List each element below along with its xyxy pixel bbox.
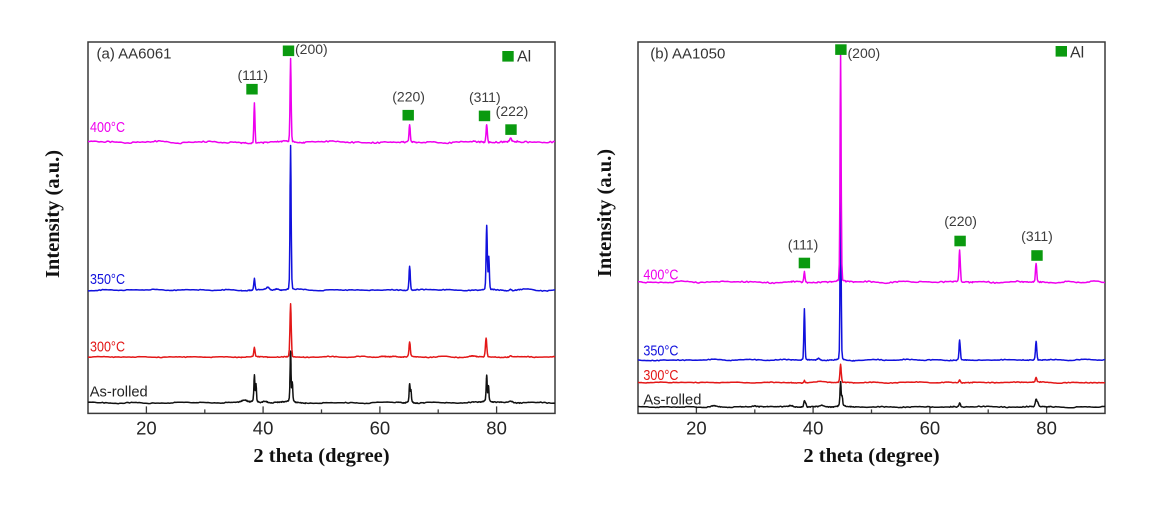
svg-text:(a) AA6061: (a) AA6061 — [97, 45, 172, 62]
svg-text:350°C: 350°C — [90, 271, 125, 288]
svg-text:(220): (220) — [392, 88, 425, 104]
svg-text:60: 60 — [920, 418, 941, 439]
svg-text:(222): (222) — [496, 103, 529, 119]
svg-text:(311): (311) — [469, 89, 501, 105]
svg-text:20: 20 — [686, 418, 707, 439]
svg-text:(200): (200) — [848, 45, 881, 61]
svg-text:(200): (200) — [295, 41, 328, 57]
svg-text:(311): (311) — [1021, 228, 1053, 244]
svg-text:2 theta (degree): 2 theta (degree) — [253, 445, 389, 467]
svg-text:(111): (111) — [237, 67, 268, 83]
svg-text:40: 40 — [253, 418, 274, 439]
svg-text:60: 60 — [370, 418, 391, 439]
svg-text:Al: Al — [517, 49, 531, 66]
svg-text:As-rolled: As-rolled — [643, 391, 701, 408]
svg-text:Intensity (a.u.): Intensity (a.u.) — [42, 150, 64, 278]
svg-text:(111): (111) — [788, 237, 819, 253]
svg-text:20: 20 — [136, 418, 157, 439]
svg-text:Intensity (a.u.): Intensity (a.u.) — [594, 149, 616, 277]
svg-text:40: 40 — [803, 418, 824, 439]
svg-text:400°C: 400°C — [643, 267, 678, 284]
svg-text:80: 80 — [486, 418, 507, 439]
svg-text:400°C: 400°C — [90, 119, 125, 136]
svg-text:(b) AA1050: (b) AA1050 — [650, 45, 725, 62]
svg-text:(220): (220) — [944, 213, 977, 229]
svg-text:80: 80 — [1036, 418, 1057, 439]
svg-text:Al: Al — [1070, 44, 1084, 61]
svg-text:300°C: 300°C — [643, 367, 678, 384]
svg-text:As-rolled: As-rolled — [90, 384, 148, 401]
svg-text:2 theta (degree): 2 theta (degree) — [803, 445, 939, 467]
svg-text:350°C: 350°C — [643, 343, 678, 360]
svg-text:300°C: 300°C — [90, 339, 125, 356]
